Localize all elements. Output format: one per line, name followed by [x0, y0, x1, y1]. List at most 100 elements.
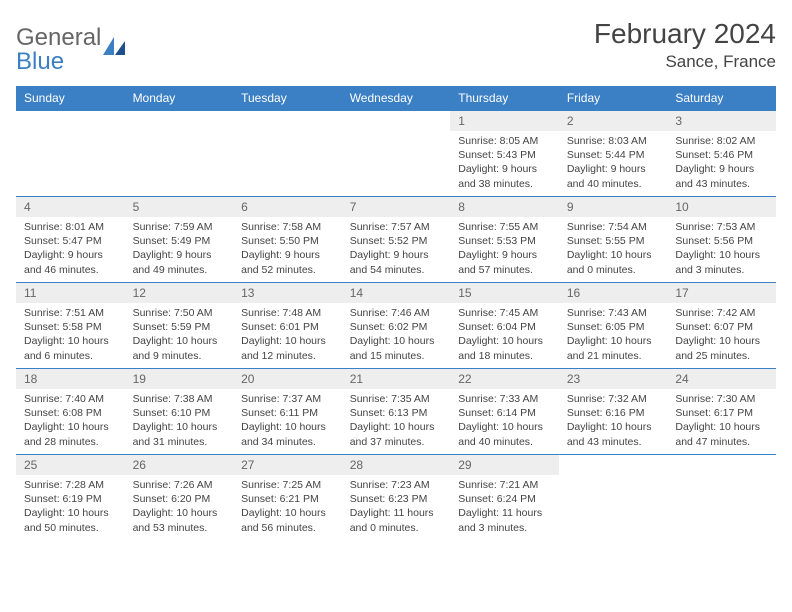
day-details: Sunrise: 7:26 AMSunset: 6:20 PMDaylight:… [125, 475, 234, 539]
sunset-line: Sunset: 5:46 PM [675, 148, 768, 162]
day-number: 18 [16, 369, 125, 389]
daylight-line-1: Daylight: 11 hours [350, 506, 443, 520]
calendar-cell: 28Sunrise: 7:23 AMSunset: 6:23 PMDayligh… [342, 455, 451, 541]
daylight-line-2: and 34 minutes. [241, 435, 334, 449]
daylight-line-1: Daylight: 10 hours [133, 506, 226, 520]
dayhead-friday: Friday [559, 86, 668, 111]
calendar-cell: 6Sunrise: 7:58 AMSunset: 5:50 PMDaylight… [233, 197, 342, 283]
sunrise-line: Sunrise: 7:59 AM [133, 220, 226, 234]
calendar-cell: 13Sunrise: 7:48 AMSunset: 6:01 PMDayligh… [233, 283, 342, 369]
calendar-cell [233, 111, 342, 197]
day-details: Sunrise: 8:01 AMSunset: 5:47 PMDaylight:… [16, 217, 125, 281]
day-details: Sunrise: 7:51 AMSunset: 5:58 PMDaylight:… [16, 303, 125, 367]
day-details: Sunrise: 7:54 AMSunset: 5:55 PMDaylight:… [559, 217, 668, 281]
calendar-row: 18 Sunrise: 7:40 AMSunset: 6:08 PM Dayligh… [16, 369, 776, 455]
daylight-line-2: and 52 minutes. [241, 263, 334, 277]
daylight-line-1: Daylight: 9 hours [24, 248, 117, 262]
sunset-line: Sunset: 6:24 PM [458, 492, 551, 506]
day-number: 27 [233, 455, 342, 475]
daylight-line-2: and 6 minutes. [24, 349, 117, 363]
day-details: Sunrise: 7:59 AMSunset: 5:49 PMDaylight:… [125, 217, 234, 281]
calendar-cell: 7Sunrise: 7:57 AMSunset: 5:52 PMDaylight… [342, 197, 451, 283]
sunrise-line: Sunrise: 7:53 AM [675, 220, 768, 234]
day-number: 28 [342, 455, 451, 475]
calendar-row: 1Sunrise: 8:05 AMSunset: 5:43 PMDaylight… [16, 111, 776, 197]
sunrise-line: Sunrise: 8:01 AM [24, 220, 117, 234]
daylight-line-1: Daylight: 10 hours [241, 506, 334, 520]
sunrise-line: Sunrise: 7:54 AM [567, 220, 660, 234]
daylight-line-1: Daylight: 9 hours [350, 248, 443, 262]
day-number: 3 [667, 111, 776, 131]
calendar-cell: 24Sunrise: 7:30 AMSunset: 6:17 PMDayligh… [667, 369, 776, 455]
daylight-line-1: Daylight: 10 hours [675, 420, 768, 434]
sunset-line: Sunset: 6:20 PM [133, 492, 226, 506]
sunrise-line: Sunrise: 7:40 AM [24, 392, 117, 406]
daylight-line-2: and 0 minutes. [567, 263, 660, 277]
calendar-row: 25Sunrise: 7:28 AMSunset: 6:19 PMDayligh… [16, 455, 776, 541]
sunset-line: Sunset: 6:01 PM [241, 320, 334, 334]
day-details: Sunrise: 7:57 AMSunset: 5:52 PMDaylight:… [342, 217, 451, 281]
calendar-cell [342, 111, 451, 197]
sunrise-line: Sunrise: 7:46 AM [350, 306, 443, 320]
calendar-cell [125, 111, 234, 197]
dayhead-monday: Monday [125, 86, 234, 111]
day-number: 20 [233, 369, 342, 389]
day-number: 24 [667, 369, 776, 389]
calendar-cell: 14Sunrise: 7:46 AMSunset: 6:02 PMDayligh… [342, 283, 451, 369]
daylight-line-2: and 40 minutes. [567, 177, 660, 191]
day-details: Sunrise: 7:48 AMSunset: 6:01 PMDaylight:… [233, 303, 342, 367]
daylight-line-1: Daylight: 10 hours [675, 248, 768, 262]
day-details: Sunrise: 7:28 AMSunset: 6:19 PMDaylight:… [16, 475, 125, 539]
calendar-cell: 17Sunrise: 7:42 AMSunset: 6:07 PMDayligh… [667, 283, 776, 369]
day-number: 29 [450, 455, 559, 475]
sunrise-line: Sunrise: 7:25 AM [241, 478, 334, 492]
daylight-line-2: and 47 minutes. [675, 435, 768, 449]
calendar-cell: 21Sunrise: 7:35 AMSunset: 6:13 PMDayligh… [342, 369, 451, 455]
day-number: 26 [125, 455, 234, 475]
daylight-line-1: Daylight: 9 hours [241, 248, 334, 262]
day-details: Sunrise: 7:37 AMSunset: 6:11 PMDaylight:… [233, 389, 342, 453]
daylight-line-1: Daylight: 10 hours [458, 420, 551, 434]
calendar-body: 1Sunrise: 8:05 AMSunset: 5:43 PMDaylight… [16, 111, 776, 541]
sunrise-line: Sunrise: 7:42 AM [675, 306, 768, 320]
day-number: 1 [450, 111, 559, 131]
day-details: Sunrise: 7:53 AMSunset: 5:56 PMDaylight:… [667, 217, 776, 281]
sunset-line: Sunset: 5:52 PM [350, 234, 443, 248]
day-number: 14 [342, 283, 451, 303]
day-number: 7 [342, 197, 451, 217]
sunset-line: Sunset: 5:55 PM [567, 234, 660, 248]
sunrise-line: Sunrise: 7:21 AM [458, 478, 551, 492]
day-details: Sunrise: 7:38 AMSunset: 6:10 PMDaylight:… [125, 389, 234, 453]
sunrise-line: Sunrise: 7:57 AM [350, 220, 443, 234]
brand-logo: GeneralBlue [16, 18, 125, 76]
daylight-line-2: and 54 minutes. [350, 263, 443, 277]
sunset-line: Sunset: 6:08 PM [24, 406, 117, 420]
day-number: 17 [667, 283, 776, 303]
sunset-line: Sunset: 6:13 PM [350, 406, 443, 420]
calendar-cell: 1Sunrise: 8:05 AMSunset: 5:43 PMDaylight… [450, 111, 559, 197]
sunset-line: Sunset: 6:04 PM [458, 320, 551, 334]
calendar-cell [559, 455, 668, 541]
sunrise-line: Sunrise: 8:02 AM [675, 134, 768, 148]
day-details: Sunrise: 7:55 AMSunset: 5:53 PMDaylight:… [450, 217, 559, 281]
calendar-cell: 9Sunrise: 7:54 AMSunset: 5:55 PMDaylight… [559, 197, 668, 283]
daylight-line-2: and 28 minutes. [24, 435, 117, 449]
sunset-line: Sunset: 6:23 PM [350, 492, 443, 506]
daylight-line-1: Daylight: 10 hours [458, 334, 551, 348]
day-number: 16 [559, 283, 668, 303]
sunset-line: Sunset: 5:50 PM [241, 234, 334, 248]
daylight-line-1: Daylight: 10 hours [24, 334, 117, 348]
page-header: GeneralBlue February 2024 Sance, France [16, 18, 776, 76]
calendar-cell: 4Sunrise: 8:01 AMSunset: 5:47 PMDaylight… [16, 197, 125, 283]
sunset-line: Sunset: 6:07 PM [675, 320, 768, 334]
calendar-table: Sunday Monday Tuesday Wednesday Thursday… [16, 86, 776, 541]
sunrise-line: Sunrise: 7:43 AM [567, 306, 660, 320]
day-number: 4 [16, 197, 125, 217]
daylight-line-2: and 43 minutes. [567, 435, 660, 449]
dayhead-wednesday: Wednesday [342, 86, 451, 111]
sunset-line: Sunset: 6:05 PM [567, 320, 660, 334]
day-number: 15 [450, 283, 559, 303]
sail-icon [103, 34, 125, 52]
sunset-line: Sunset: 6:16 PM [567, 406, 660, 420]
sunset-line: Sunset: 6:21 PM [241, 492, 334, 506]
